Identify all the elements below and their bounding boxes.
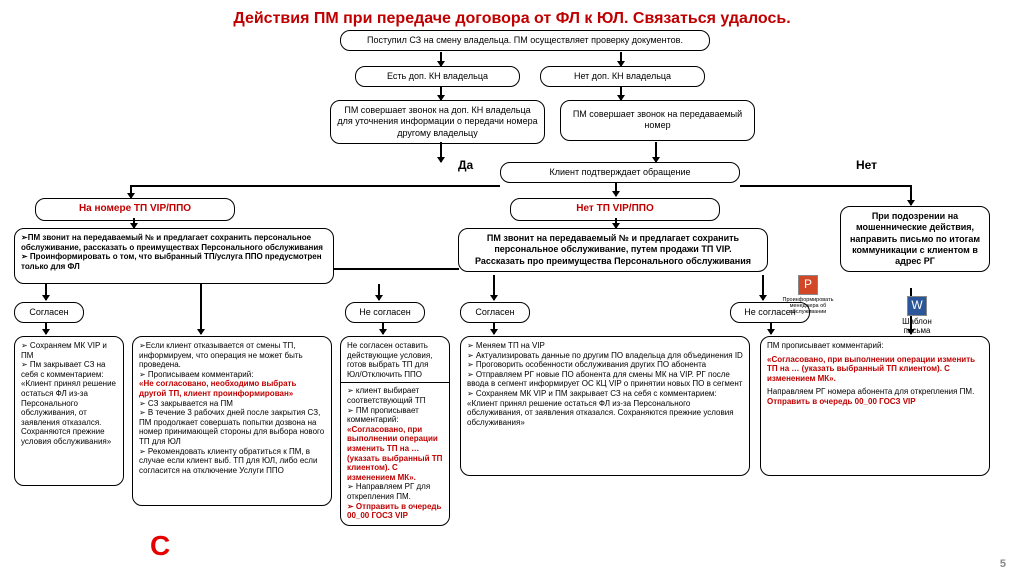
t: ➢ Прописываем комментарий:: [139, 370, 325, 380]
t: Направляем РГ номера абонента для откреп…: [767, 387, 983, 397]
t: ➢ Направляем РГ для открепления ПМ.: [347, 482, 443, 501]
t: ➢ Отправить в очередь 00_00 ГОСЗ VIP: [347, 502, 443, 521]
t: ➢ Отправляем РГ новые ПО абонента для см…: [467, 370, 743, 389]
label-yes: Да: [458, 158, 473, 172]
t: «Согласовано, при выполнении операции из…: [767, 355, 983, 384]
word-icon: W Шаблон письма: [892, 296, 942, 336]
t: Не согласен оставить действующие условия…: [347, 341, 443, 379]
node-suspicion: При подозрении на мошеннические действия…: [840, 206, 990, 272]
t: ПМ прописывает комментарий:: [767, 341, 983, 351]
t: ➢ клиент выбирает соответствующий ТП: [347, 386, 443, 405]
node-vip-offer: ➢ПМ звонит на передаваемый № и предлагае…: [14, 228, 334, 284]
node-novip-offer: ПМ звонит на передаваемый № и предлагает…: [458, 228, 768, 272]
t: «Согласовано, при выполнении операции из…: [347, 425, 443, 483]
logo-fragment: С: [150, 530, 170, 562]
t: Проинформировать менеджера об обслуживан…: [778, 297, 838, 315]
node-c3: Не согласен оставить действующие условия…: [340, 336, 450, 526]
page-title: Действия ПМ при передаче договора от ФЛ …: [14, 10, 1010, 28]
t: ➢ Рекомендовать клиенту обратиться к ПМ,…: [139, 447, 325, 476]
node-call-num: ПМ совершает звонок на передаваемый номе…: [560, 100, 755, 141]
t: ➢ Сохраняем МК VIP и ПМ закрывает СЗ на …: [467, 389, 743, 427]
node-c4: ➢ Меняем ТП на VIP ➢ Актуализировать дан…: [460, 336, 750, 476]
ppt-icon: P Проинформировать менеджера об обслужив…: [778, 275, 838, 315]
node-agree-2: Согласен: [460, 302, 530, 323]
node-c1: ➢ Сохраняем МК VIP и ПМ ➢ Пм закрывает С…: [14, 336, 124, 486]
node-call-kn: ПМ совершает звонок на доп. КН владельца…: [330, 100, 545, 144]
page-number: 5: [1000, 558, 1006, 570]
node-c5: ПМ прописывает комментарий: «Согласовано…: [760, 336, 990, 476]
t: ➢ Меняем ТП на VIP: [467, 341, 743, 351]
t: ➢ СЗ закрывается на ПМ: [139, 399, 325, 409]
header-vip: На номере ТП VIP/ППО: [35, 198, 235, 221]
node-agree-1: Согласен: [14, 302, 84, 323]
t: ➢ Актуализировать данные по другим ПО вл…: [467, 351, 743, 361]
t: Шаблон письма: [892, 318, 942, 336]
t: ➢ Проговорить особенности обслуживания д…: [467, 360, 743, 370]
node-start: Поступил СЗ на смену владельца. ПМ осуще…: [340, 30, 710, 51]
t: «Не согласовано, необходимо выбрать друг…: [139, 379, 325, 398]
txt: ПМ звонит на передаваемый № и предлагает…: [465, 233, 761, 256]
t: Отправить в очередь 00_00 ГОСЗ VIP: [767, 397, 983, 407]
node-c2: ➢Если клиент отказывается от смены ТП, и…: [132, 336, 332, 506]
txt: ➢ Проинформировать о том, что выбранный …: [21, 252, 327, 271]
t: ➢ В течение 3 рабочих дней после закрыти…: [139, 408, 325, 446]
node-disagree-1: Не согласен: [345, 302, 425, 323]
t: ➢ ПМ прописывает комментарий:: [347, 406, 443, 425]
node-has-kn: Есть доп. КН владельца: [355, 66, 520, 87]
t: ➢Если клиент отказывается от смены ТП, и…: [139, 341, 325, 370]
txt: ➢ПМ звонит на передаваемый № и предлагае…: [21, 233, 327, 252]
node-no-kn: Нет доп. КН владельца: [540, 66, 705, 87]
txt: Рассказать про преимущества Персональног…: [465, 256, 761, 267]
label-no: Нет: [856, 158, 877, 172]
node-confirm: Клиент подтверждает обращение: [500, 162, 740, 183]
